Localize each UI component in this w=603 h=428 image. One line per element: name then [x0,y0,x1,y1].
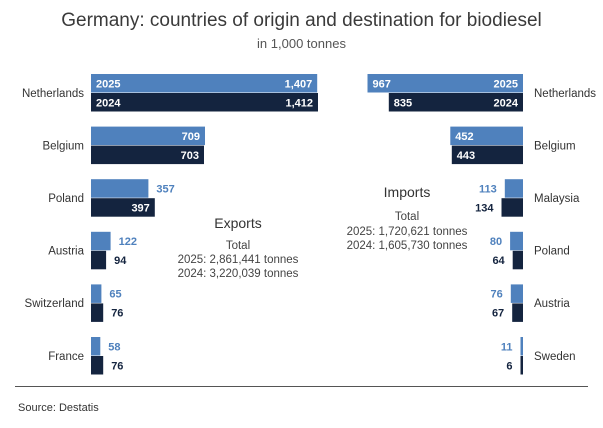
import-value-label: 67 [492,308,504,320]
export-category-label: Austria [48,246,84,258]
export-bar-2025-belgium [91,126,205,146]
export-bar-2024-belgium [91,145,204,165]
import-bar-2024-poland [512,250,523,270]
import-value-label: 6 [506,360,512,372]
import-value-label: 967 [373,78,391,90]
exports-total-line: 2025: 2,861,441 tonnes [178,254,299,266]
export-value-label: 397 [131,202,149,214]
import-category-label: Sweden [534,351,576,363]
import-bar-2025-belgium [450,126,523,146]
export-year-label: 2024 [96,97,121,109]
export-value-label: 122 [119,236,137,248]
exports-total-label: Total [226,240,250,252]
import-value-label: 835 [394,97,412,109]
import-bar-2024-belgium [451,145,523,165]
exports-heading: Exports [214,215,261,231]
import-value-label: 134 [475,202,494,214]
import-year-label: 2025 [494,78,518,90]
export-bar-2024-netherlands [91,93,318,112]
import-bar-2024-austria [512,303,523,322]
import-year-label: 2024 [494,97,519,109]
export-year-label: 2025 [96,78,120,90]
import-value-label: 11 [501,341,513,353]
import-category-label: Austria [534,298,570,310]
import-value-label: 113 [479,183,497,195]
imports-heading: Imports [384,184,431,200]
import-bar-2025-sweden [520,337,523,356]
export-value-label: 357 [156,183,174,195]
import-bar-2025-austria [510,284,523,303]
export-bar-2025-netherlands [91,74,318,93]
imports-total-line: 2025: 1,720,621 tonnes [347,226,468,238]
export-bar-2024-france [91,356,104,375]
export-value-label: 703 [181,150,199,162]
chart-subtitle: in 1,000 tonnes [257,36,346,51]
import-category-label: Malaysia [534,193,580,205]
export-bar-2024-austria [91,250,107,270]
exports-total-line: 2024: 3,220,039 tonnes [178,268,299,280]
export-bar-2025-switzerland [91,284,102,303]
export-bar-2024-switzerland [91,303,104,322]
export-bar-2024-poland [91,198,155,217]
export-value-label: 709 [182,131,200,143]
export-bar-2025-austria [91,231,111,251]
export-value-label: 76 [111,360,123,372]
import-value-label: 64 [492,255,505,267]
footer-divider [15,386,588,387]
export-value-label: 94 [114,255,127,267]
export-value-label: 1,407 [285,78,313,90]
import-bar-2025-poland [510,231,523,251]
export-category-label: France [48,351,84,363]
import-value-label: 452 [455,131,473,143]
import-bar-2025-netherlands [367,74,523,93]
import-value-label: 76 [491,289,503,301]
export-category-label: Netherlands [22,88,84,100]
imports-total-label: Total [395,211,419,223]
import-bar-2025-malaysia [504,179,523,198]
source-note: Source: Destatis [18,402,99,414]
export-bar-2025-poland [91,179,149,198]
import-category-label: Belgium [534,140,576,152]
export-category-label: Poland [48,193,84,205]
import-category-label: Poland [534,246,570,258]
imports-total-line: 2024: 1,605,730 tonnes [347,240,468,252]
export-category-label: Belgium [42,140,84,152]
export-value-label: 65 [109,289,121,301]
import-value-label: 80 [490,236,502,248]
import-bar-2024-malaysia [501,198,523,217]
export-category-label: Switzerland [25,298,84,310]
chart-title: Germany: countries of origin and destina… [61,10,542,31]
import-bar-2024-sweden [520,356,523,375]
import-category-label: Netherlands [534,88,596,100]
import-value-label: 443 [457,150,475,162]
export-bar-2025-france [91,337,101,356]
export-value-label: 58 [108,341,120,353]
import-bar-2024-netherlands [388,93,523,112]
export-value-label: 76 [111,308,123,320]
export-value-label: 1,412 [285,97,313,109]
